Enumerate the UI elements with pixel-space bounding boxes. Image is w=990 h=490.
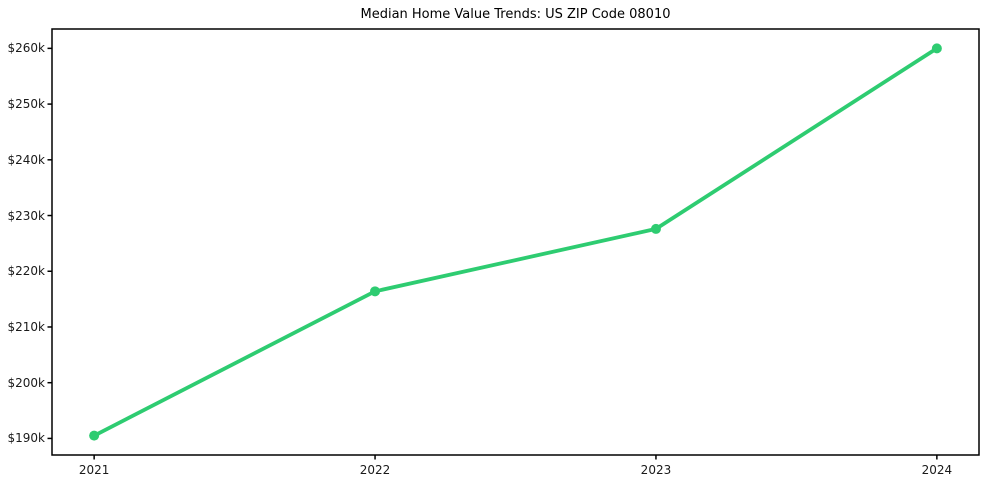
chart-title: Median Home Value Trends: US ZIP Code 08…	[360, 7, 671, 22]
data-point-marker	[89, 430, 100, 441]
data-point-marker	[370, 286, 381, 297]
x-tick-label: 2022	[359, 463, 391, 477]
y-tick-label: $260k	[7, 41, 46, 56]
data-point-marker	[650, 223, 661, 234]
x-tick-label: 2021	[78, 463, 110, 477]
y-tick-label: $210k	[7, 319, 46, 334]
x-tick-label: 2023	[640, 463, 672, 477]
y-tick-label: $240k	[7, 152, 46, 167]
trend-line	[92, 46, 939, 438]
x-tick-label: 2024	[921, 463, 953, 477]
y-tick-label: $230k	[7, 208, 46, 223]
y-tick-label: $250k	[7, 97, 46, 112]
y-tick-label: $220k	[7, 264, 46, 279]
data-point-marker	[931, 43, 942, 54]
plot-border	[51, 28, 980, 456]
y-tick-label: $200k	[7, 375, 46, 390]
y-tick-label: $190k	[7, 431, 46, 446]
